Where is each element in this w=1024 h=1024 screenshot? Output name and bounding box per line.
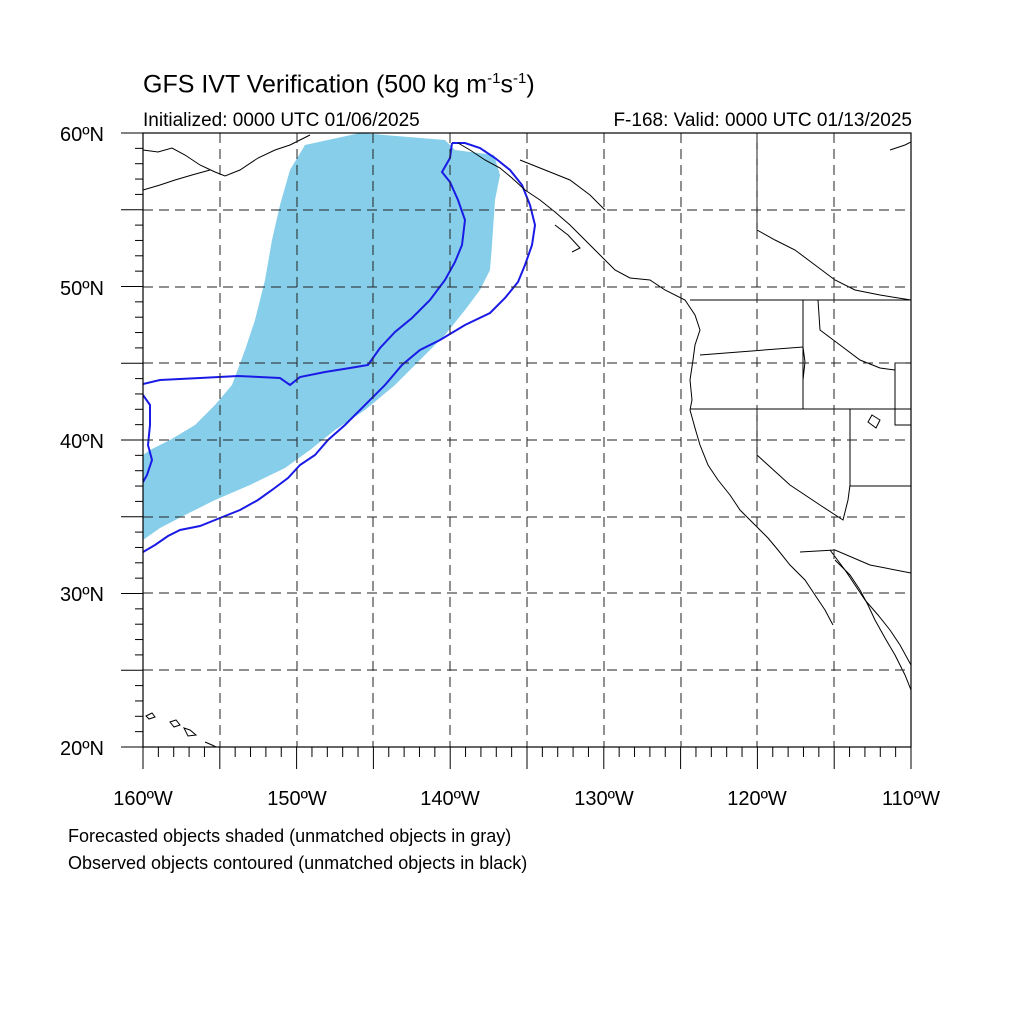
observed-ivt-contour-outer [143, 142, 537, 553]
lat-label-30: 30ºN [60, 584, 104, 606]
lon-label-120w: 120ºW [727, 788, 787, 810]
lat-label-20: 20ºN [60, 738, 104, 760]
initialized-label: Initialized: 0000 UTC 01/06/2025 [143, 110, 420, 131]
lon-label-110w: 110ºW [882, 788, 940, 810]
valid-time-label: F-168: Valid: 0000 UTC 01/13/2025 [613, 110, 912, 131]
lon-label-150w: 150ºW [267, 788, 327, 810]
lat-label-50: 50ºN [60, 278, 104, 300]
caption-forecast: Forecasted objects shaded (unmatched obj… [68, 826, 512, 846]
observed-ivt-contour-inner [143, 142, 467, 387]
map-grid [143, 133, 911, 747]
lon-label-130w: 130ºW [574, 788, 634, 810]
lat-label-60: 60ºN [60, 124, 104, 146]
coastlines [143, 133, 911, 691]
lon-label-140w: 140ºW [420, 788, 480, 810]
caption-observed: Observed objects contoured (unmatched ob… [68, 853, 528, 873]
forecast-ivt-object [143, 133, 500, 540]
hawaiian-islands [145, 712, 217, 747]
observed-ivt-contour-west [143, 394, 154, 483]
lat-label-40: 40ºN [60, 431, 104, 453]
axis-ticks [121, 132, 912, 769]
lon-label-160w: 160ºW [113, 788, 173, 810]
chart-title: GFS IVT Verification (500 kg m-1s-1) [143, 70, 535, 99]
